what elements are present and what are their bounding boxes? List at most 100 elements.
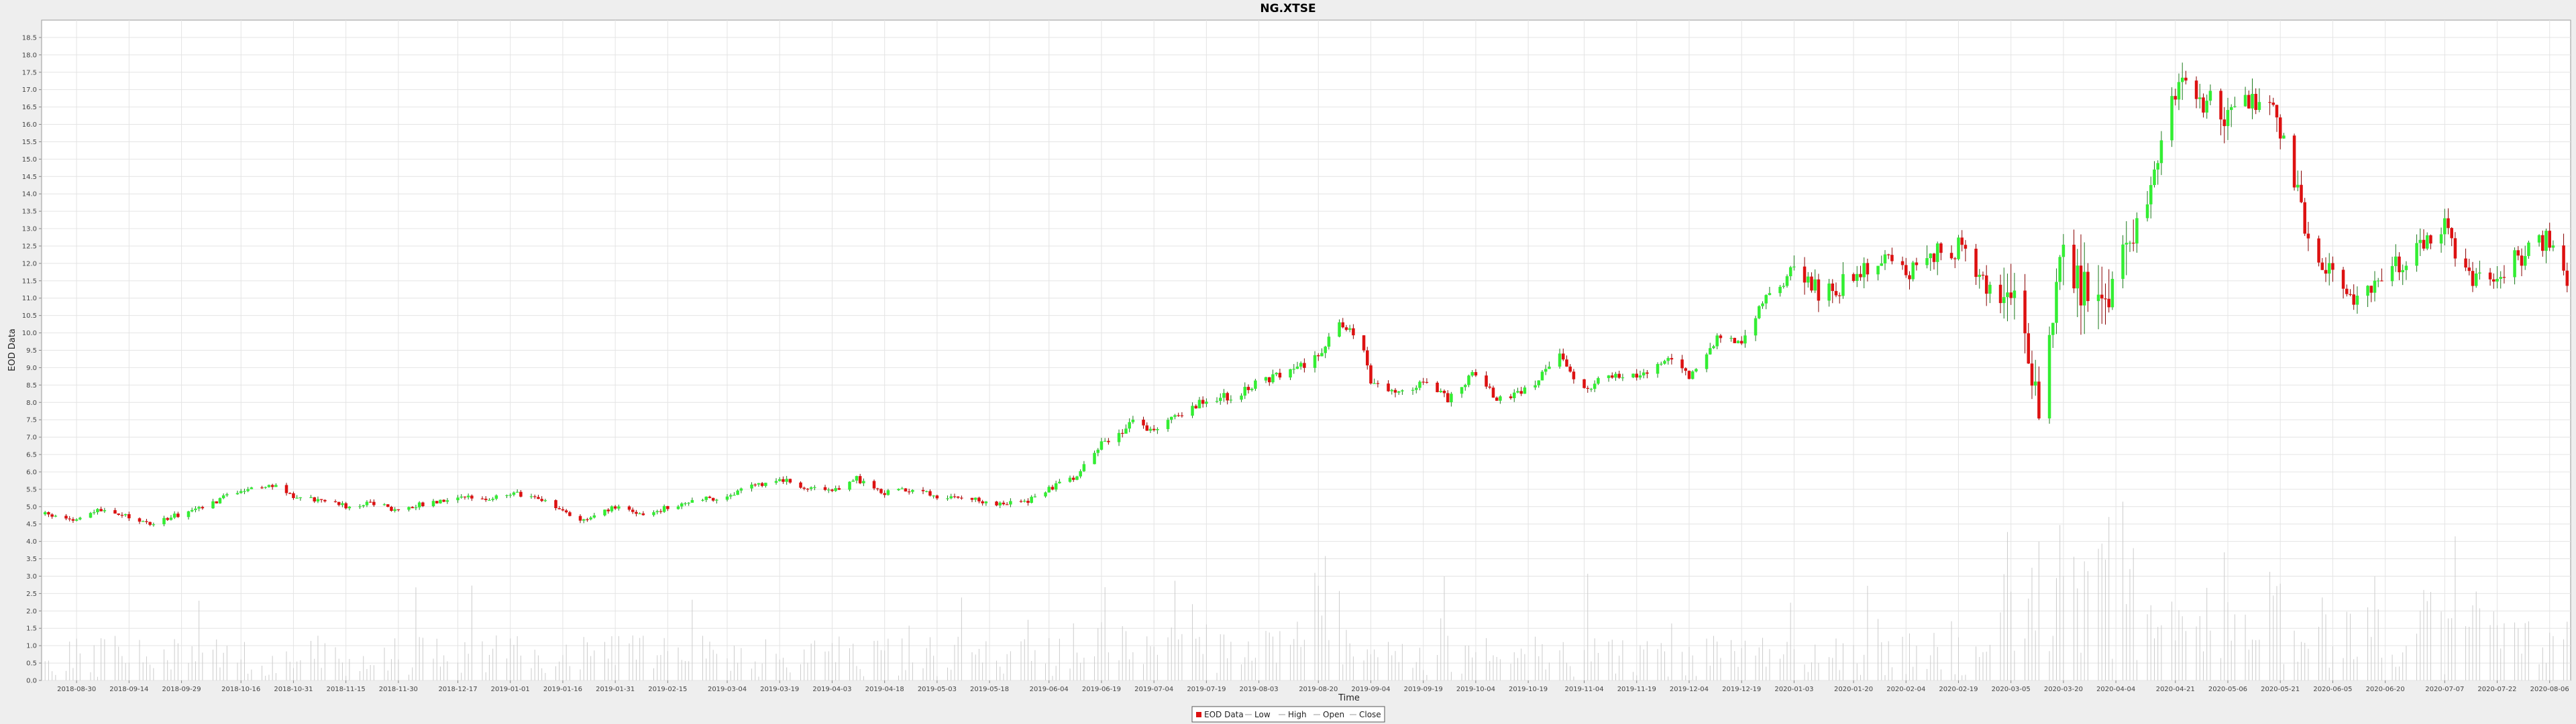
- candle: [2278, 114, 2282, 149]
- x-tick-label: 2020-03-20: [2044, 686, 2083, 693]
- candle: [372, 499, 376, 507]
- candle: [1939, 242, 1943, 261]
- candle: [1572, 369, 1576, 384]
- candle: [2541, 230, 2544, 257]
- candle-body: [2562, 245, 2565, 271]
- x-tick-label: 2019-02-15: [648, 686, 687, 693]
- candle-body: [879, 489, 883, 493]
- candle-body: [949, 496, 953, 499]
- candle: [1586, 385, 1590, 393]
- candle-body: [113, 510, 117, 514]
- candle: [92, 509, 96, 515]
- candle: [2548, 223, 2551, 251]
- candle: [809, 486, 813, 491]
- candle-body: [421, 502, 425, 507]
- candle: [519, 490, 523, 497]
- y-tick-label: 15.5: [22, 139, 37, 146]
- candle-body: [1778, 286, 1782, 294]
- candle: [2229, 104, 2233, 127]
- candle: [1558, 349, 1562, 369]
- y-tick-label: 12.0: [22, 260, 37, 267]
- candle: [635, 509, 638, 517]
- candle-body: [956, 496, 960, 498]
- y-tick-label: 11.5: [22, 278, 37, 285]
- candle: [1831, 279, 1835, 304]
- candle-body: [274, 485, 278, 487]
- candle-body: [68, 518, 71, 520]
- candle: [1631, 373, 1635, 378]
- candle-body: [970, 497, 974, 500]
- candle: [1957, 235, 1960, 261]
- candle: [1589, 387, 1593, 392]
- candle-body: [715, 499, 718, 501]
- candle: [221, 493, 225, 499]
- candle: [1953, 257, 1957, 268]
- candle: [1851, 272, 1856, 283]
- candle-body: [1813, 279, 1817, 291]
- candle: [1222, 389, 1226, 402]
- candle: [1635, 369, 1639, 381]
- x-tick-label: 2020-01-20: [1834, 686, 1873, 693]
- candle: [323, 499, 327, 503]
- y-tick-label: 2.5: [26, 591, 37, 598]
- y-tick-label: 12.5: [22, 243, 37, 250]
- candle-body: [2222, 119, 2226, 127]
- candle-body: [484, 498, 488, 500]
- candle-body: [1806, 276, 1810, 283]
- candle: [1663, 359, 1666, 365]
- candle: [1096, 448, 1100, 457]
- candle-body: [540, 499, 543, 501]
- candle-body: [1082, 464, 1086, 471]
- candle-body: [2439, 234, 2443, 244]
- candle-body: [1729, 338, 1733, 339]
- candle: [1131, 416, 1135, 424]
- candle: [782, 476, 785, 484]
- candle-body: [543, 500, 547, 501]
- x-axis-label: Time: [1338, 693, 1360, 703]
- candle-body: [2425, 235, 2429, 249]
- candle-body: [341, 503, 344, 505]
- candle: [299, 497, 303, 501]
- candle: [2233, 97, 2237, 108]
- candle-body: [1537, 380, 1541, 385]
- candle: [1768, 286, 1772, 296]
- candle: [2341, 267, 2345, 299]
- candle-body: [1939, 243, 1943, 253]
- candle: [1817, 274, 1821, 312]
- candle: [235, 490, 239, 495]
- candle-body: [2047, 335, 2051, 419]
- candle-body: [2398, 256, 2401, 273]
- candle: [1978, 269, 1982, 289]
- candle-body: [1205, 402, 1208, 404]
- candle-body: [1687, 371, 1691, 379]
- candle: [2121, 235, 2125, 289]
- candle: [1876, 265, 1880, 281]
- candle-body: [2205, 101, 2208, 113]
- candle-body: [1099, 441, 1104, 450]
- candle: [505, 494, 508, 499]
- candle: [316, 496, 320, 503]
- candle-body: [568, 512, 572, 516]
- x-tick-label: 2019-04-03: [812, 686, 851, 693]
- candle: [970, 497, 974, 503]
- candle-body: [1635, 373, 1639, 378]
- candle-body: [1463, 385, 1467, 387]
- candle: [924, 490, 928, 493]
- candle-body: [862, 481, 865, 483]
- candle-body: [1177, 415, 1180, 416]
- candle: [68, 516, 71, 522]
- candle: [2023, 274, 2027, 354]
- candle-body: [2104, 298, 2107, 300]
- candle-body: [2110, 279, 2114, 308]
- y-axis-ticks: 0.0 0.5 1.0 1.5 2.0 2.5 3.0 3.5 4.0 4.5 5.0 5.5 6.0 6…: [22, 34, 42, 685]
- candle-body: [1362, 335, 1366, 351]
- candle: [113, 507, 117, 514]
- candle: [421, 501, 425, 507]
- candle: [197, 505, 201, 511]
- candle: [900, 487, 904, 489]
- candle-body: [2082, 272, 2086, 306]
- candle: [260, 485, 264, 489]
- candle-body: [2366, 286, 2369, 296]
- candle: [127, 511, 131, 522]
